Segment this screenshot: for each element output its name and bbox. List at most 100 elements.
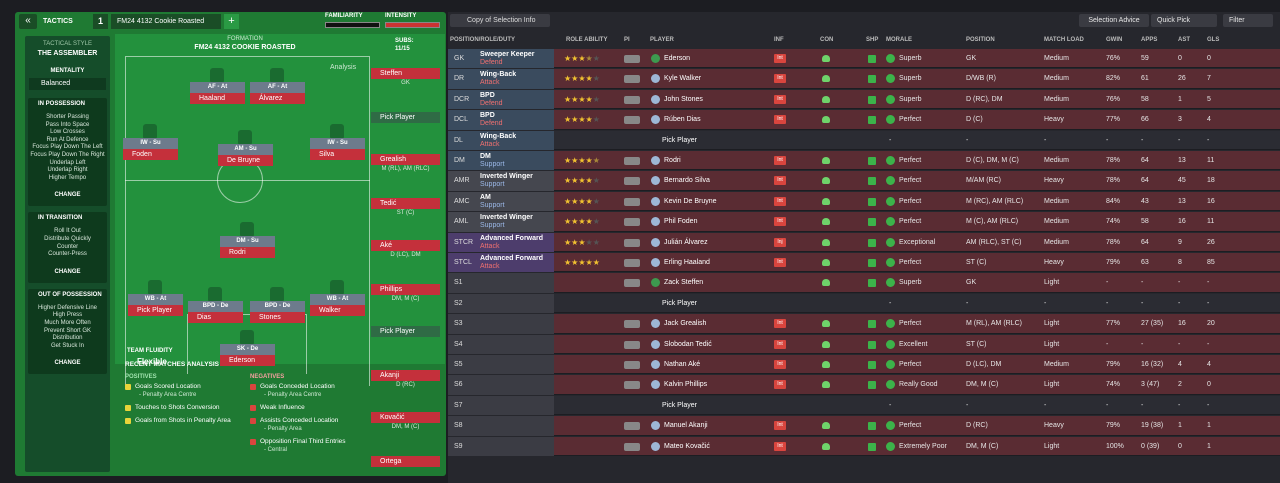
column-header[interactable]: APPS [1141, 37, 1158, 43]
table-row[interactable]: DM DM Support ★★★★★ Rodri Int Perfect D (C), DM… [448, 151, 1280, 171]
column-header[interactable]: INF [774, 37, 784, 43]
table-row[interactable]: S8 Manuel Akanji Int Perfect D (RC) Heavy 79% 1… [448, 416, 1280, 436]
player-name[interactable]: Zack Steffen [664, 279, 704, 287]
player-name[interactable]: Kalvin Phillips [664, 381, 708, 389]
add-button[interactable]: + [224, 14, 239, 29]
player-slot[interactable]: Dias [188, 312, 243, 323]
sub-slot[interactable]: Phillips [371, 284, 440, 295]
role-ability: ★★★★★ [564, 49, 614, 68]
player-slot[interactable]: Álvarez [250, 93, 305, 104]
star: ★ [592, 237, 600, 247]
table-row[interactable]: DCL BPD Defend ★★★★★ Rúben Dias Int Perfect D (… [448, 110, 1280, 130]
player-name[interactable]: Erling Haaland [664, 259, 710, 266]
player-slot[interactable]: Foden [123, 149, 178, 160]
column-header[interactable]: CON [820, 37, 834, 43]
tactic-dropdown[interactable]: FM24 4132 Cookie Roasted [111, 14, 221, 29]
table-row[interactable]: DL Wing-Back Attack Pick Player - - - - - - - [448, 130, 1280, 150]
player-name[interactable]: Rodri [664, 157, 681, 164]
morale: Superb [899, 95, 922, 103]
instruction: Higher Tempo [48, 174, 87, 181]
sub-slot[interactable]: Aké [371, 240, 440, 251]
column-header[interactable]: PI [624, 37, 630, 43]
sub-slot[interactable]: Pick Player [371, 326, 440, 337]
analysis-title[interactable]: RECENT MATCHES ANALYSIS [125, 361, 220, 368]
column-header[interactable]: ROLE ABILITY [566, 37, 608, 43]
role-duty: Attack [480, 79, 500, 87]
table-row[interactable]: DCR BPD Defend ★★★★★ John Stones Int Superb D (… [448, 89, 1280, 110]
table-row[interactable]: S4 Slobodan Tedić Int Excellent ST (C) Light -… [448, 334, 1280, 354]
player-name[interactable]: Pick Player [662, 136, 698, 144]
quick-pick-button[interactable]: Quick Pick [1151, 14, 1217, 27]
column-header[interactable]: GLS [1207, 37, 1220, 43]
table-row[interactable]: S9 Mateo Kovačić Int Extremely Poor DM, M (C… [448, 436, 1280, 456]
sub-slot[interactable]: Tedić [371, 198, 440, 209]
star: ★ [585, 258, 593, 267]
player-name[interactable]: John Stones [664, 95, 703, 103]
pi-icon [624, 279, 640, 288]
inf-badge: Int [774, 217, 786, 227]
player-name[interactable]: Mateo Kovačić [664, 442, 710, 450]
column-header[interactable]: GWIN [1106, 37, 1123, 43]
column-header[interactable]: POSITION [966, 37, 995, 43]
column-header[interactable]: MATCH LOAD [1044, 37, 1084, 43]
player-slot[interactable]: Haaland [190, 93, 245, 104]
table-row[interactable]: S6 Kalvin Phillips Int Really Good DM, M (C)… [448, 375, 1280, 395]
sub-slot[interactable]: Pick Player [371, 112, 440, 123]
player-name[interactable]: Slobodan Tedić [664, 340, 712, 348]
table-row[interactable]: GK Sweeper Keeper Defend ★★★★★ Ederson Int Sup… [448, 49, 1280, 69]
table-row[interactable]: S2 Pick Player - - - - - - - [448, 293, 1280, 314]
player-slot[interactable]: Silva [310, 149, 365, 160]
player-name[interactable]: Nathan Aké [664, 361, 701, 368]
player-name[interactable]: Phil Foden [664, 218, 698, 226]
sub-slot[interactable]: Akanji [371, 370, 440, 381]
sub-slot[interactable]: Grealish [371, 154, 440, 165]
table-row[interactable]: S7 Pick Player - - - - - - - [448, 395, 1280, 416]
player-name[interactable]: Julián Álvarez [664, 238, 708, 246]
player-name[interactable]: Pick Player [662, 299, 698, 307]
column-header[interactable]: SHP [866, 37, 879, 43]
change-button[interactable]: CHANGE [54, 192, 81, 199]
slot[interactable]: 1 [93, 14, 108, 29]
player-slot[interactable]: Stones [250, 312, 305, 323]
change-button[interactable]: CHANGE [54, 360, 81, 367]
player-slot[interactable]: Walker [310, 305, 365, 316]
analysis-item: Goals Scored Location [135, 383, 201, 390]
player-name[interactable]: Kyle Walker [664, 75, 702, 83]
player-slot[interactable]: Rodri [220, 247, 275, 258]
column-header[interactable]: AST [1178, 37, 1190, 43]
player-slot[interactable]: Pick Player [128, 305, 183, 316]
table-row[interactable]: AMR Inverted Winger Support ★★★★★ Bernardo S… [448, 171, 1280, 191]
table-row[interactable]: S1 Zack Steffen Superb GK Light - - - - [448, 273, 1280, 293]
table-row[interactable]: STCR Advanced Forward Attack ★★★★★ Julián Ál… [448, 232, 1280, 252]
player-name[interactable]: Bernardo Silva [664, 177, 710, 185]
table-row[interactable]: DR Wing-Back Attack ★★★★★ Kyle Walker Int Supe… [448, 69, 1280, 89]
player-slot[interactable]: De Bruyne [218, 155, 273, 166]
table-row[interactable]: STCL Advanced Forward Attack ★★★★★ Erling Ha… [448, 253, 1280, 273]
table-row[interactable]: AMC AM Support ★★★★★ Kevin De Bruyne Int Perfe… [448, 191, 1280, 212]
column-header[interactable]: POSITION/ROLE/DUTY [450, 37, 516, 43]
table-row[interactable]: S5 Nathan Aké Int Perfect D (LC), DM Medium 79… [448, 355, 1280, 375]
analysis-toggle[interactable]: Analysis [330, 64, 357, 71]
sub-slot[interactable]: Kovačić [371, 412, 440, 423]
sub-slot[interactable]: Ortega [371, 456, 440, 467]
back-button[interactable]: « [19, 14, 37, 29]
player-name[interactable]: Rúben Dias [664, 116, 701, 124]
table-row[interactable]: S3 Jack Grealish Int Perfect M (RL), AM (RLC… [448, 314, 1280, 334]
filter-button[interactable]: Filter [1223, 14, 1273, 27]
table-row[interactable]: AML Inverted Winger Support ★★★★★ Phil Foden… [448, 212, 1280, 232]
player-name[interactable]: Pick Player [662, 401, 698, 409]
player-name[interactable]: Kevin De Bruyne [664, 197, 717, 205]
column-header[interactable]: MORALE [886, 37, 912, 43]
view-dropdown[interactable]: Copy of Selection Info [450, 14, 550, 27]
player-name[interactable]: Jack Grealish [664, 320, 707, 328]
position-code: S9 [454, 442, 463, 450]
sub-slot[interactable]: Steffen [371, 68, 440, 79]
change-button[interactable]: CHANGE [54, 268, 81, 275]
player-slot[interactable]: Ederson [220, 355, 275, 366]
selection-advice-button[interactable]: Selection Advice [1079, 14, 1149, 27]
mentality-dropdown[interactable]: Balanced [29, 78, 106, 90]
player-name[interactable]: Manuel Akanji [664, 422, 708, 430]
player-name[interactable]: Ederson [664, 55, 691, 62]
role-duty: Support [480, 161, 505, 168]
column-header[interactable]: PLAYER [650, 37, 674, 43]
